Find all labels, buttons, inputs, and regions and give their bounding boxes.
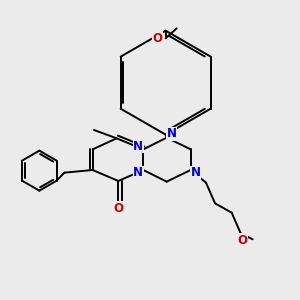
Text: N: N [167, 127, 177, 140]
Text: O: O [238, 234, 248, 247]
Text: O: O [153, 32, 163, 45]
Text: O: O [113, 202, 123, 215]
Text: N: N [191, 167, 201, 179]
Text: N: N [133, 140, 143, 153]
Text: N: N [133, 167, 143, 179]
